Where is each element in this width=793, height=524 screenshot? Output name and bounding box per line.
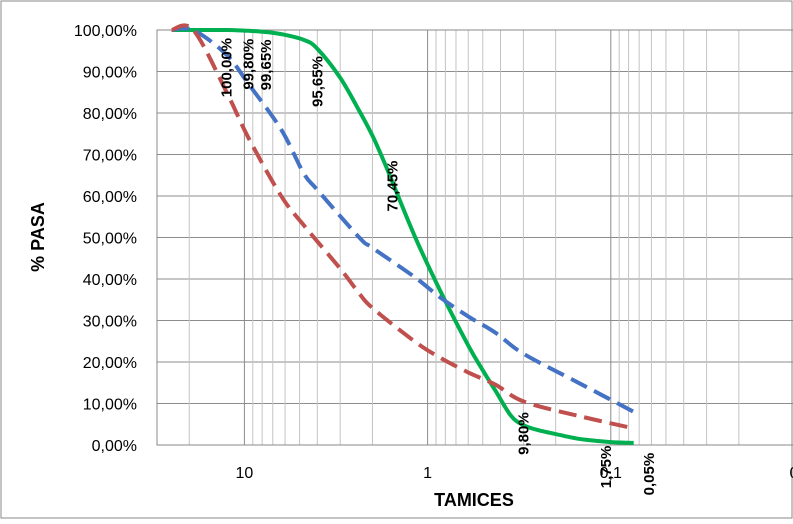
y-tick-label: 80,00% bbox=[83, 106, 137, 123]
y-tick-label: 10,00% bbox=[83, 397, 137, 414]
data-label: 99,65% bbox=[258, 40, 275, 91]
x-tick-label: 0 bbox=[790, 465, 793, 482]
y-tick-label: 30,00% bbox=[83, 314, 137, 331]
tick-labels: 0,00% 10,00% 20,00% 30,00% 40,00% 50,00% 60,00… bbox=[74, 23, 793, 482]
x-tick-label: 0,1 bbox=[600, 465, 622, 482]
data-label: 100,00% bbox=[219, 38, 236, 97]
data-label: 95,65% bbox=[309, 56, 326, 107]
data-label: 70,45% bbox=[385, 161, 402, 212]
y-tick-label: 50,00% bbox=[83, 231, 137, 248]
data-label: 1,75% bbox=[598, 446, 615, 489]
series-line-3 bbox=[170, 23, 635, 431]
data-label: 99,80% bbox=[241, 39, 258, 90]
x-axis-title: TAMICES bbox=[434, 490, 514, 510]
y-tick-label: 100,00% bbox=[74, 23, 137, 40]
x-tick-label: 10 bbox=[236, 465, 254, 482]
data-label: 9,80% bbox=[515, 412, 532, 455]
y-axis-title: % PASA bbox=[28, 202, 48, 272]
series-line-1 bbox=[171, 27, 634, 445]
y-tick-label: 0,00% bbox=[92, 438, 137, 455]
x-tick-label: 1 bbox=[423, 465, 432, 482]
data-labels: 100,00% 99,80% 99,65% 95,65% 70,45% 9,80% 1,75… bbox=[219, 38, 658, 495]
y-tick-label: 40,00% bbox=[83, 272, 137, 289]
series-layer bbox=[170, 23, 635, 445]
y-tick-label: 60,00% bbox=[83, 189, 137, 206]
y-tick-label: 70,00% bbox=[83, 148, 137, 165]
series-line-2 bbox=[171, 26, 635, 414]
y-tick-label: 90,00% bbox=[83, 65, 137, 82]
plot-area-border bbox=[156, 29, 793, 446]
y-tick-label: 20,00% bbox=[83, 355, 137, 372]
data-label: 0,05% bbox=[641, 453, 658, 496]
